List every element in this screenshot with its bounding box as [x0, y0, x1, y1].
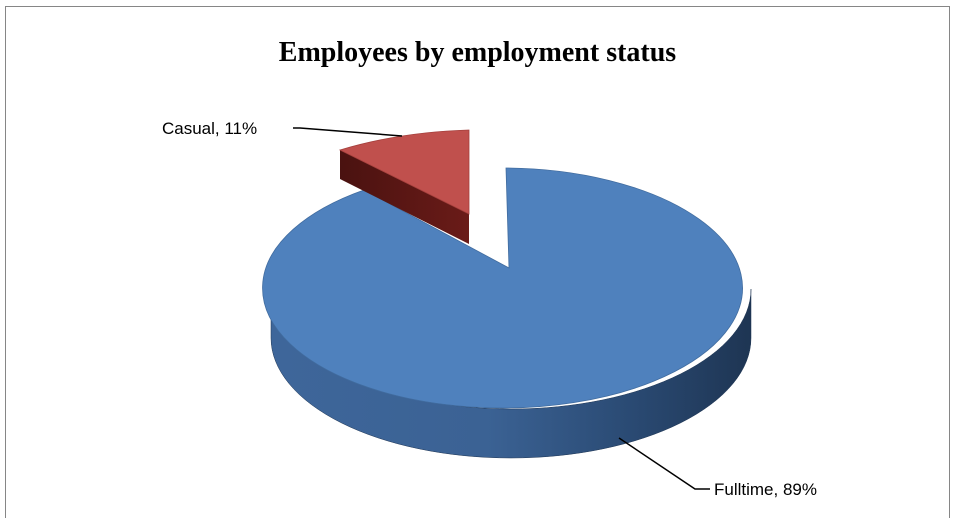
- pie-slice-fulltime-top: [262, 167, 743, 409]
- data-label-fulltime: Fulltime, 89%: [714, 480, 817, 499]
- pie-slice-casual: [338, 129, 470, 244]
- pie-slice-fulltime: [262, 167, 752, 459]
- pie-slice-casual-side: [340, 150, 469, 244]
- leader-line-casual: [293, 127, 403, 137]
- pie-slice-casual-top: [338, 129, 470, 215]
- chart-title: Employees by employment status: [278, 37, 677, 68]
- data-label-casual: Casual, 11%: [162, 119, 257, 138]
- leader-line-fulltime: [618, 437, 710, 490]
